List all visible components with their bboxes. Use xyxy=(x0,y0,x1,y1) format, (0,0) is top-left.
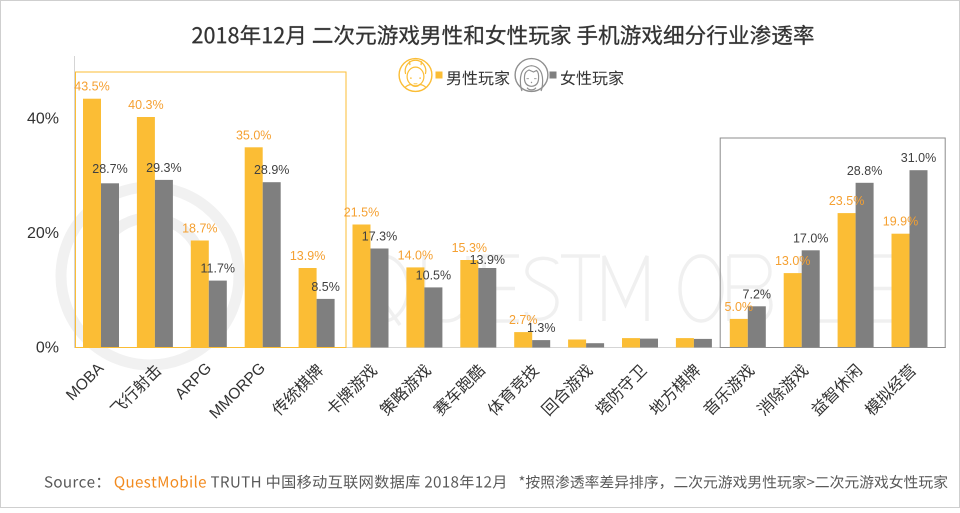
svg-text:0%: 0% xyxy=(36,339,59,356)
svg-text:17.3%: 17.3% xyxy=(362,230,397,244)
svg-text:18.7%: 18.7% xyxy=(182,222,217,236)
svg-text:21.5%: 21.5% xyxy=(344,206,379,220)
svg-text:15.3%: 15.3% xyxy=(452,241,487,255)
svg-text:40%: 40% xyxy=(27,111,59,128)
svg-text:28.9%: 28.9% xyxy=(254,163,289,177)
svg-text:13.0%: 13.0% xyxy=(775,254,810,268)
svg-text:31.0%: 31.0% xyxy=(901,151,936,165)
svg-text:28.8%: 28.8% xyxy=(847,164,882,178)
svg-text:17.0%: 17.0% xyxy=(793,231,828,245)
svg-text:35.0%: 35.0% xyxy=(236,128,271,142)
svg-text:8.5%: 8.5% xyxy=(311,280,340,294)
svg-text:13.9%: 13.9% xyxy=(290,249,325,263)
svg-text:23.5%: 23.5% xyxy=(829,194,864,208)
svg-text:2.7%: 2.7% xyxy=(509,313,538,327)
svg-text:19.9%: 19.9% xyxy=(883,215,918,229)
svg-text:11.7%: 11.7% xyxy=(201,262,236,276)
svg-text:1.3%: 1.3% xyxy=(527,321,556,335)
svg-text:28.7%: 28.7% xyxy=(92,162,127,176)
svg-text:43.5%: 43.5% xyxy=(74,80,109,94)
svg-text:7.2%: 7.2% xyxy=(743,287,772,301)
svg-text:5.0%: 5.0% xyxy=(725,300,754,314)
svg-text:40.3%: 40.3% xyxy=(128,98,163,112)
svg-text:20%: 20% xyxy=(27,225,59,242)
svg-text:10.5%: 10.5% xyxy=(416,268,451,282)
svg-text:14.0%: 14.0% xyxy=(398,248,433,262)
svg-text:29.3%: 29.3% xyxy=(146,161,181,175)
svg-text:13.9%: 13.9% xyxy=(470,253,505,267)
